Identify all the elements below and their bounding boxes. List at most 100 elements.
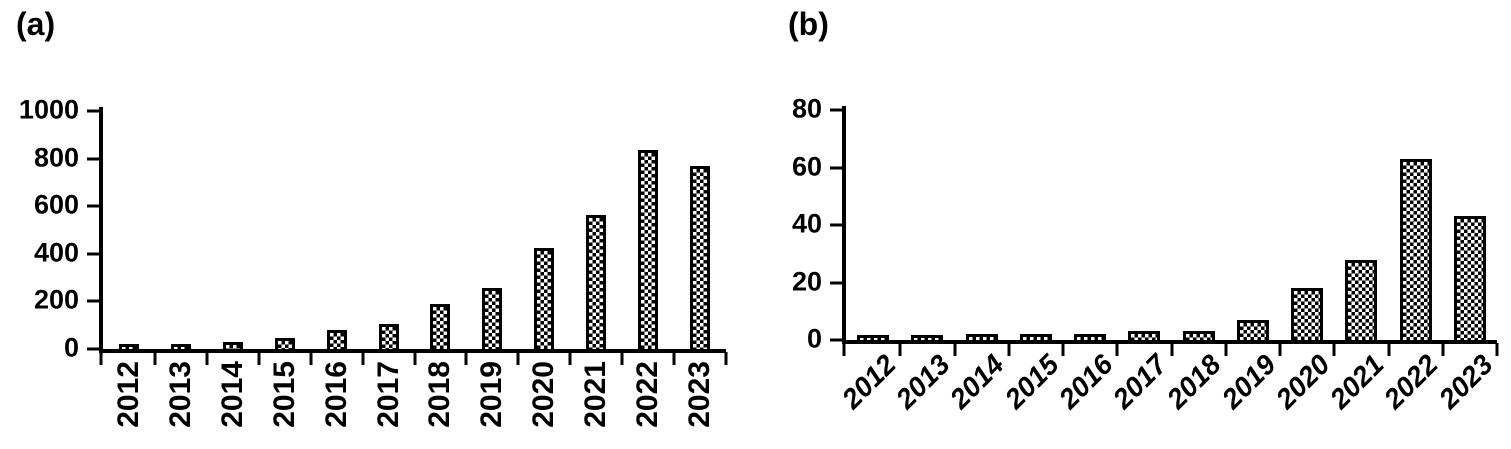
bar-2018 <box>430 303 451 349</box>
x-axis-label-2013: 2013 <box>889 348 956 415</box>
x-axis-tick-mark <box>1441 343 1445 356</box>
bar-2016 <box>326 329 347 349</box>
bar-2018 <box>1182 331 1215 340</box>
x-axis-label-2014: 2014 <box>215 361 249 428</box>
x-axis-label-2015: 2015 <box>267 361 301 428</box>
y-axis-tick-mark <box>830 166 842 169</box>
x-axis-tick-mark <box>309 352 313 365</box>
x-axis-tick-mark <box>1061 343 1065 356</box>
x-axis-tick-mark <box>898 343 902 356</box>
y-axis-tick-mark <box>87 252 99 256</box>
y-axis-tick-label: 600 <box>33 189 79 220</box>
x-axis-tick-mark <box>1224 343 1228 356</box>
y-axis-tick-label: 40 <box>791 208 822 239</box>
x-axis-label-2012: 2012 <box>111 361 145 428</box>
x-axis-tick-mark <box>516 352 520 365</box>
x-axis-label-2014: 2014 <box>944 348 1011 415</box>
chart-a-plot-area <box>99 107 726 353</box>
x-axis-label-2012: 2012 <box>835 348 902 415</box>
bar-2014 <box>222 341 243 349</box>
y-axis-tick-mark <box>87 157 99 161</box>
x-axis-label-2019: 2019 <box>475 361 509 428</box>
bar-2017 <box>378 324 399 349</box>
x-axis-tick-mark <box>1007 343 1011 356</box>
bar-2013 <box>911 335 944 340</box>
x-axis-label-2023: 2023 <box>1432 348 1499 415</box>
x-axis-label-2018: 2018 <box>423 361 457 428</box>
bar-2020 <box>1291 288 1324 340</box>
bar-2017 <box>1128 331 1161 340</box>
x-axis-label-2019: 2019 <box>1215 348 1282 415</box>
y-axis-tick-mark <box>830 108 842 112</box>
bar-2023 <box>690 165 711 349</box>
bar-2021 <box>586 214 607 349</box>
y-axis-tick-label: 20 <box>791 265 822 296</box>
x-axis-label-2022: 2022 <box>1378 348 1445 415</box>
bar-2019 <box>482 288 503 349</box>
chart-b-panel-label: (b) <box>788 6 829 42</box>
x-axis-tick-mark <box>953 343 956 356</box>
x-axis-label-2015: 2015 <box>998 348 1065 415</box>
y-axis-tick-mark <box>87 109 99 113</box>
y-axis-tick-label: 400 <box>33 237 79 268</box>
bar-2019 <box>1236 319 1269 340</box>
x-axis-label-2017: 2017 <box>371 361 405 428</box>
x-axis-tick-mark <box>413 352 416 365</box>
bar-2016 <box>1074 334 1107 340</box>
x-axis-tick-mark <box>1332 343 1336 356</box>
y-axis-tick-label: 800 <box>33 142 79 173</box>
x-axis-tick-mark <box>1170 343 1173 356</box>
x-axis-label-2022: 2022 <box>631 361 665 428</box>
y-axis-tick-label: 0 <box>806 323 822 354</box>
bar-2021 <box>1345 259 1378 340</box>
x-axis-tick-mark <box>1387 343 1390 356</box>
y-axis-tick-label: 200 <box>33 284 79 315</box>
y-axis-tick-label: 0 <box>63 332 79 363</box>
x-axis-tick-mark <box>1115 343 1119 356</box>
x-axis-tick-mark <box>153 352 157 365</box>
bar-2014 <box>965 334 998 340</box>
bar-2022 <box>1399 158 1432 340</box>
x-axis-tick-mark <box>842 343 846 356</box>
x-axis-label-2023: 2023 <box>683 361 717 428</box>
x-axis-tick-mark <box>620 352 624 365</box>
chart-a-panel-label: (a) <box>16 6 56 42</box>
x-axis-label-2018: 2018 <box>1161 348 1228 415</box>
x-axis-label-2020: 2020 <box>1269 348 1336 415</box>
x-axis-label-2021: 2021 <box>1323 348 1390 415</box>
x-axis-label-2017: 2017 <box>1106 348 1173 415</box>
chart-b-plot-area <box>842 106 1497 344</box>
x-axis-tick-mark <box>1495 343 1499 356</box>
x-axis-tick-mark <box>257 352 261 365</box>
y-axis-tick-mark <box>830 281 842 284</box>
y-axis-tick-label: 60 <box>791 150 822 181</box>
x-axis-label-2020: 2020 <box>527 361 561 428</box>
bar-2015 <box>274 338 295 349</box>
x-axis-label-2013: 2013 <box>163 361 197 428</box>
chart-a-panel: (a) 0 200 400 600 800 1000 2012 2013 2014 2015 201… <box>0 0 755 449</box>
x-axis-tick-mark <box>568 352 572 365</box>
bar-2020 <box>534 247 555 349</box>
y-axis-tick-mark <box>830 223 842 227</box>
x-axis-label-2016: 2016 <box>319 361 353 428</box>
y-axis-tick-label: 80 <box>791 93 822 124</box>
bar-2022 <box>638 150 659 349</box>
y-axis-tick-label: 1000 <box>18 94 79 125</box>
x-axis-tick-mark <box>361 352 365 365</box>
bar-2015 <box>1019 334 1052 340</box>
x-axis-tick-mark <box>672 352 676 365</box>
y-axis-tick-mark <box>87 347 99 351</box>
x-axis-tick-mark <box>464 352 468 365</box>
x-axis-label-2021: 2021 <box>579 361 613 428</box>
y-axis-tick-mark <box>87 204 99 208</box>
x-axis-tick-mark <box>724 352 728 365</box>
bar-2012 <box>118 344 139 349</box>
bar-2023 <box>1453 216 1486 340</box>
y-axis-tick-mark <box>87 299 99 303</box>
chart-b-panel: (b) 0 20 40 60 80 2012 2013 2014 2015 2016 2017 201… <box>755 0 1511 449</box>
x-axis-tick-mark <box>1278 343 1282 356</box>
x-axis-tick-mark <box>99 352 103 365</box>
y-axis-tick-mark <box>830 338 842 342</box>
bar-2012 <box>857 335 890 340</box>
